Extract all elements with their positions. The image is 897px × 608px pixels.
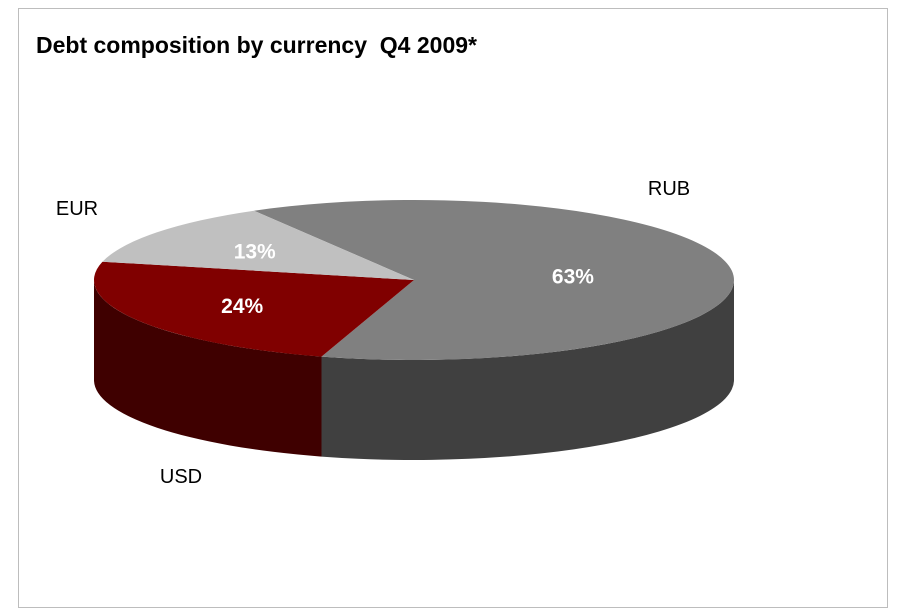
pie-slice-usd [93,261,414,357]
value-label-usd: 24% [221,295,263,318]
category-label-usd: USD [160,466,202,488]
chart-title: Debt composition by currency Q4 2009* [36,32,477,58]
value-label-eur: 13% [234,240,276,263]
pie-side-usd [94,280,322,457]
pie-side-rub [321,280,734,461]
pie-slice-eur [102,210,415,280]
category-label-rub: RUB [648,178,690,200]
pie-slice-rub [254,200,734,360]
value-label-rub: 63% [552,265,594,288]
category-label-eur: EUR [56,198,98,220]
